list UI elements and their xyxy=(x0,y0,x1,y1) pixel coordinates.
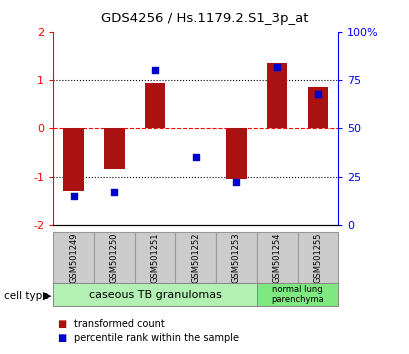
Bar xyxy=(53,283,256,306)
Text: GSM501249: GSM501249 xyxy=(69,232,78,283)
Bar xyxy=(216,232,256,283)
Point xyxy=(111,189,117,195)
Bar xyxy=(53,232,94,283)
Text: transformed count: transformed count xyxy=(74,319,164,329)
Text: ▶: ▶ xyxy=(43,291,52,301)
Bar xyxy=(175,232,216,283)
Text: cell type: cell type xyxy=(4,291,49,301)
Point xyxy=(233,179,239,185)
Text: GSM501252: GSM501252 xyxy=(191,232,200,283)
Text: GDS4256 / Hs.1179.2.S1_3p_at: GDS4256 / Hs.1179.2.S1_3p_at xyxy=(101,12,308,25)
Bar xyxy=(63,128,83,191)
Text: GSM501251: GSM501251 xyxy=(150,232,159,283)
Bar xyxy=(256,283,337,306)
Point xyxy=(273,64,280,69)
Text: caseous TB granulomas: caseous TB granulomas xyxy=(88,290,221,300)
Bar xyxy=(266,63,287,128)
Bar xyxy=(144,84,165,128)
Bar xyxy=(94,232,135,283)
Text: percentile rank within the sample: percentile rank within the sample xyxy=(74,333,238,343)
Bar xyxy=(307,87,327,128)
Point xyxy=(70,193,77,199)
Text: GSM501250: GSM501250 xyxy=(110,232,119,283)
Text: GSM501253: GSM501253 xyxy=(231,232,240,283)
Text: normal lung
parenchyma: normal lung parenchyma xyxy=(270,285,323,304)
Point xyxy=(192,154,199,160)
Text: GSM501255: GSM501255 xyxy=(312,232,321,283)
Bar xyxy=(256,232,297,283)
Text: ■: ■ xyxy=(57,333,67,343)
Point xyxy=(151,68,158,73)
Bar xyxy=(297,232,337,283)
Text: ■: ■ xyxy=(57,319,67,329)
Bar xyxy=(104,128,124,169)
Bar xyxy=(135,232,175,283)
Text: GSM501254: GSM501254 xyxy=(272,232,281,283)
Bar xyxy=(226,128,246,179)
Point xyxy=(314,91,320,96)
